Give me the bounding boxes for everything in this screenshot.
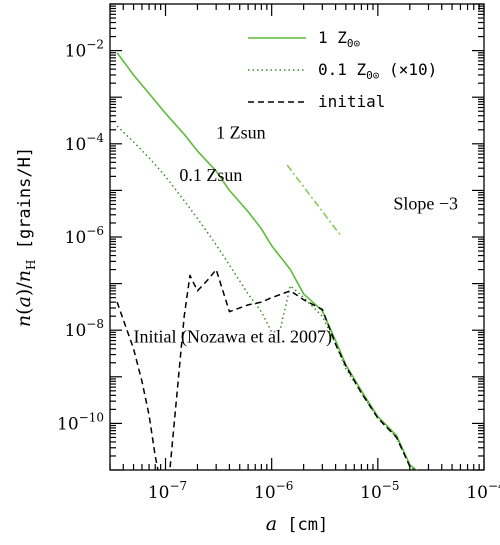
y-tick-label: 10−10 [57, 410, 104, 434]
series-layer [116, 52, 418, 470]
y-tick-label: 10−6 [65, 224, 104, 248]
annotation-3: Initial (Nozawa et al. 2007) [134, 326, 332, 347]
annotation-1: 0.1 Zsun [179, 165, 242, 185]
series-line-1 [116, 125, 416, 470]
x-tick-label: 10−5 [360, 479, 399, 503]
y-tick-label: 10−8 [65, 317, 104, 341]
y-axis-label: n(a)/nH [grains/H] [13, 147, 38, 327]
legend-label-1: 0.1 Z0⊙ (×10) [318, 60, 437, 82]
y-tick-label: 10−2 [65, 38, 104, 62]
annotation-0: 1 Zsun [216, 122, 266, 142]
axis-ticks [109, 3, 485, 471]
x-axis-label: a [cm] [266, 513, 329, 535]
series-line-0 [116, 52, 418, 470]
x-tick-label: 10−7 [148, 479, 187, 503]
legend: 1 Z0⊙ 0.1 Z0⊙ (×10) initial [248, 28, 437, 111]
y-tick-label: 10−4 [65, 131, 105, 155]
legend-label-0: 1 Z0⊙ [318, 28, 360, 50]
annotation-2: Slope −3 [393, 193, 458, 213]
annotations: 1 Zsun 0.1 Zsun Slope −3 Initial (Nozawa et… [134, 122, 458, 347]
tick-labels: 10−7 10−6 10−5 10−4 10−2 10−4 10−6 10−8 10−10 [57, 38, 500, 503]
series-line-2 [116, 268, 416, 470]
x-tick-label: 10−4 [466, 479, 500, 503]
x-tick-label: 10−6 [254, 479, 293, 503]
legend-label-2: initial [318, 92, 385, 111]
series-line-3 [286, 164, 342, 237]
